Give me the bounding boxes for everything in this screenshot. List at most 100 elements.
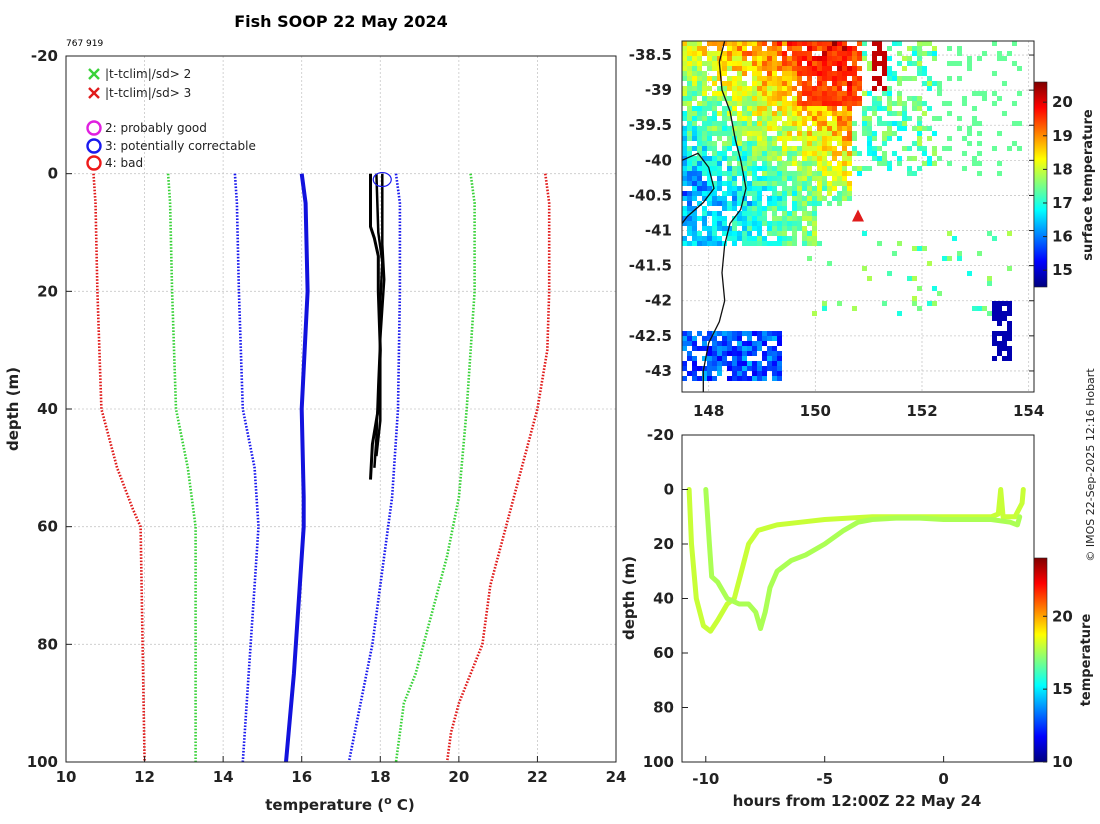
sst-cell [887,166,892,171]
sst-cell [827,201,832,206]
sst-cell [712,346,717,351]
sst-cell [887,96,892,101]
sst-cell [707,201,712,206]
sst-cell [1002,56,1007,61]
sst-cell [682,206,687,211]
map-ytick-label: -41 [645,222,672,240]
sst-cell [792,221,797,226]
sst-cell [877,46,882,51]
sst-cell [812,101,817,106]
sst-cell [852,306,857,311]
sst-cell [822,131,827,136]
sst-cell [837,131,842,136]
sst-cell [782,236,787,241]
profile-ytick-label: 20 [37,282,58,300]
sst-cell [807,91,812,96]
sst-cell [827,61,832,66]
sst-cell [927,261,932,266]
sst-cell [717,201,722,206]
sst-cell [1012,141,1017,146]
sst-cell [747,216,752,221]
profile-series-7 [369,173,382,480]
sst-cell [842,171,847,176]
sst-cell [687,336,692,341]
sst-cell [782,136,787,141]
sst-cell [867,141,872,146]
sst-cell [827,41,832,46]
sst-cell [877,146,882,151]
sst-cell [777,331,782,336]
sst-cell [737,156,742,161]
sst-cell [812,151,817,156]
sst-cell [787,241,792,246]
sst-cell [732,176,737,181]
sst-cell [702,76,707,81]
sst-cell [862,41,867,46]
sst-cell [777,336,782,341]
sst-cell [802,146,807,151]
sst-cell [777,236,782,241]
sst-cell [692,371,697,376]
sst-cell [922,71,927,76]
sst-cell [732,201,737,206]
sst-cell [682,41,687,46]
sst-cell [842,111,847,116]
sst-cell [747,131,752,136]
sst-cell [702,96,707,101]
sst-cell [847,46,852,51]
sst-cell [807,56,812,61]
sst-cell [692,156,697,161]
cast-id-label: 767 919 [66,39,103,49]
sst-cell [787,176,792,181]
sst-cell [777,111,782,116]
sst-map-ticks: 148 150 152 154-38.5-39-39.5-40-40.5-41-41.… [629,46,1045,420]
sst-cell [887,161,892,166]
sst-cell [722,171,727,176]
sst-cell [817,86,822,91]
sst-cell [842,191,847,196]
sst-cell [917,66,922,71]
sst-cell [757,211,762,216]
sst-cell [702,236,707,241]
sst-cell [812,226,817,231]
sst-cell [697,81,702,86]
sst-cell [797,111,802,116]
sst-cell [777,91,782,96]
sst-cell [832,46,837,51]
sst-cell [837,111,842,116]
sst-cell [727,41,732,46]
island-outline [682,152,715,224]
sst-cell [682,51,687,56]
sst-cell [762,116,767,121]
sst-cell [832,51,837,56]
sst-cell [752,96,757,101]
legend-marker-circle [86,120,102,136]
sst-cell [717,346,722,351]
sst-cell [882,106,887,111]
sst-cell [792,236,797,241]
sst-cell [857,41,862,46]
sst-cell [712,61,717,66]
sst-cell [837,176,842,181]
sst-cell [707,56,712,61]
sst-cell [1002,336,1007,341]
sst-cell [792,151,797,156]
sst-cell [817,176,822,181]
sst-cell [707,241,712,246]
sst-cell [997,351,1002,356]
sst-cell [712,341,717,346]
sst-cell [732,206,737,211]
sst-cell [742,231,747,236]
sst-cell [802,141,807,146]
sst-cell [877,76,882,81]
sst-cell [737,41,742,46]
sst-cell [782,231,787,236]
sst-cell [702,336,707,341]
sst-cell [752,346,757,351]
sst-cb-ticklabel: 17 [1052,194,1073,212]
sst-cell [742,356,747,361]
sst-cell [992,41,997,46]
map-xtick-label: 152 [906,402,937,420]
sst-cell [852,146,857,151]
